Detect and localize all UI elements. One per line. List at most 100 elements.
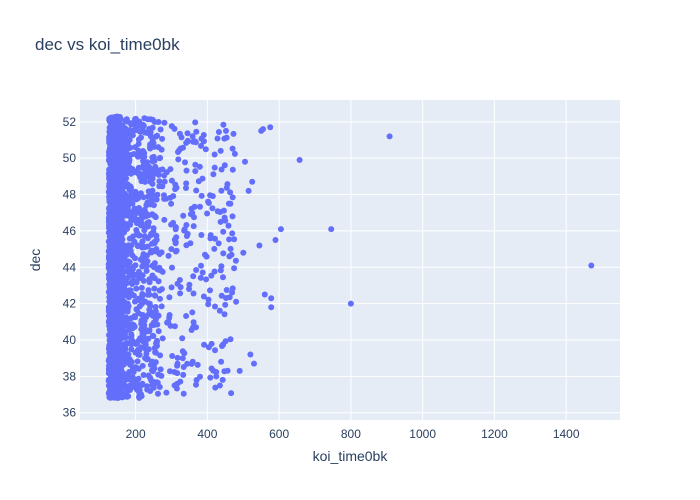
data-point (144, 383, 151, 390)
data-point (224, 181, 231, 188)
data-point (132, 255, 138, 262)
data-point (174, 380, 181, 387)
data-point (208, 365, 215, 372)
data-point (127, 382, 134, 389)
data-point (151, 285, 158, 292)
data-point (122, 259, 129, 266)
data-point (125, 351, 132, 358)
data-point (132, 364, 139, 371)
data-point (261, 291, 268, 298)
data-point (128, 290, 135, 297)
data-point (156, 384, 163, 390)
data-point (135, 164, 142, 171)
data-point (110, 287, 117, 294)
data-point (149, 332, 156, 339)
data-point (231, 236, 238, 243)
data-point (193, 267, 200, 273)
data-point (163, 169, 170, 176)
data-point (229, 194, 236, 201)
data-point (156, 155, 163, 162)
x-tick-label: 1200 (481, 427, 508, 441)
data-point (156, 251, 163, 257)
data-point (190, 138, 197, 145)
data-point (110, 364, 117, 371)
data-point (200, 293, 207, 300)
data-point (155, 171, 162, 178)
data-point (184, 360, 191, 367)
data-point (146, 291, 153, 298)
data-point (135, 147, 142, 154)
data-point (167, 368, 173, 375)
data-point (121, 371, 128, 378)
data-point (220, 228, 227, 235)
data-point (216, 307, 223, 314)
data-point (106, 378, 113, 385)
data-point (110, 331, 117, 338)
data-point (127, 167, 134, 174)
data-point (165, 318, 172, 325)
data-point (140, 122, 147, 129)
data-point (145, 287, 152, 294)
data-point (108, 211, 114, 218)
data-point (135, 136, 142, 143)
data-point (130, 233, 137, 240)
data-point (205, 344, 212, 351)
data-point (109, 153, 116, 160)
data-point (118, 318, 125, 325)
data-point (232, 257, 239, 264)
data-point (157, 295, 163, 302)
data-point (184, 230, 191, 237)
data-point (212, 235, 218, 242)
data-point (133, 196, 140, 203)
data-point (170, 219, 177, 226)
data-point (133, 340, 140, 347)
data-point (132, 271, 138, 278)
data-point (140, 148, 147, 154)
data-point (219, 376, 226, 383)
data-point (222, 301, 229, 308)
data-point (193, 187, 200, 194)
data-point (135, 310, 142, 317)
x-tick-label: 1000 (409, 427, 436, 441)
data-point (118, 201, 125, 208)
data-point (188, 360, 195, 367)
data-point (173, 247, 180, 254)
data-point (106, 233, 113, 240)
data-point (149, 158, 156, 165)
data-point (147, 375, 154, 382)
data-point (148, 249, 155, 256)
data-point (121, 151, 128, 158)
data-point (136, 389, 143, 396)
data-point (147, 178, 154, 185)
data-point (168, 177, 175, 184)
data-point (218, 358, 225, 365)
data-point (118, 394, 125, 401)
data-point (173, 385, 180, 392)
data-point (106, 318, 112, 324)
data-point (130, 151, 137, 157)
data-point (158, 146, 165, 153)
data-point (183, 242, 190, 249)
data-point (199, 269, 206, 276)
data-point (205, 301, 212, 308)
data-point (231, 265, 238, 272)
data-point (108, 114, 114, 121)
data-point (184, 138, 191, 145)
tick-labels: 200 400 600 800 1000 1200 1400 36 38 40 42 44 46 48 50… (63, 115, 580, 441)
data-point (211, 151, 218, 158)
data-point (215, 129, 222, 135)
data-point (140, 259, 147, 266)
data-point (140, 277, 147, 284)
data-point (131, 214, 138, 221)
data-point (202, 146, 209, 153)
data-point (171, 369, 178, 375)
y-tick-label: 38 (63, 369, 77, 383)
data-point (119, 225, 126, 231)
data-point (158, 303, 165, 310)
data-point (109, 181, 116, 188)
data-point (247, 351, 254, 358)
data-point (204, 210, 211, 217)
data-point (223, 295, 229, 301)
data-point (125, 387, 132, 394)
